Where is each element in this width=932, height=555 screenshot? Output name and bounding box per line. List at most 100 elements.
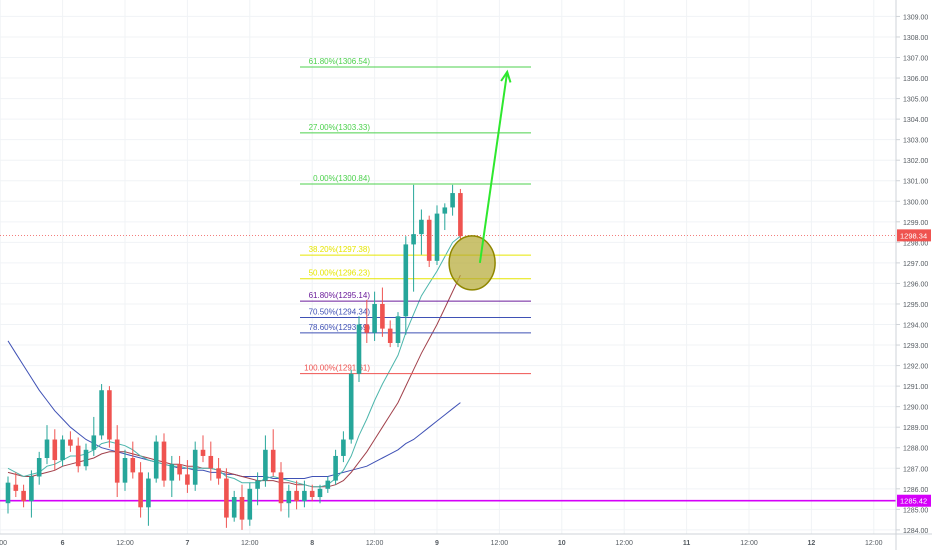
x-tick-label: 12:00 <box>865 540 883 547</box>
candle-body <box>356 324 362 374</box>
candle-body <box>317 488 323 498</box>
y-tick-label: 1303.00 <box>903 138 928 145</box>
y-tick-label: 1292.00 <box>903 364 928 371</box>
candle-body <box>185 474 190 485</box>
candle-body <box>138 472 143 508</box>
x-tick-label: 8 <box>310 540 314 547</box>
candle-body <box>231 497 237 518</box>
candle-body <box>255 480 260 489</box>
candle-body <box>99 390 104 436</box>
x-tick-label: 6 <box>61 540 65 547</box>
candle-body <box>458 193 463 237</box>
x-tick-label: 5:00 <box>0 540 7 547</box>
candle-body <box>208 455 214 469</box>
x-tick-label: 12:00 <box>615 540 633 547</box>
candle-body <box>302 490 307 502</box>
candle-body <box>44 439 50 459</box>
candle-body <box>348 373 354 440</box>
y-tick-label: 1298.00 <box>903 240 928 247</box>
y-tick-label: 1300.00 <box>903 199 928 206</box>
candle-body <box>107 390 112 440</box>
support-price-tag: 1285.42 <box>900 497 927 506</box>
x-tick-label: 9 <box>435 540 439 547</box>
candle-body <box>263 449 268 481</box>
candles <box>5 184 463 530</box>
candle-body <box>68 439 73 446</box>
candle-body <box>341 439 346 456</box>
y-tick-label: 1302.00 <box>903 158 928 165</box>
candle-body <box>83 449 89 467</box>
candle-body <box>153 441 159 479</box>
candle-body <box>239 497 245 520</box>
candle-body <box>364 324 370 333</box>
y-tick-label: 1304.00 <box>903 117 928 124</box>
y-tick-label: 1289.00 <box>903 425 928 432</box>
candle-body <box>60 439 65 461</box>
y-tick-label: 1297.00 <box>903 261 928 268</box>
y-tick-label: 1294.00 <box>903 323 928 330</box>
candle-body <box>395 316 401 343</box>
candle-body <box>29 476 34 502</box>
x-tick-label: 7 <box>185 540 189 547</box>
y-tick-label: 1284.00 <box>903 528 928 535</box>
candle-body <box>146 478 151 508</box>
candle-body <box>434 213 440 261</box>
y-tick-label: 1309.00 <box>903 14 928 21</box>
candle-body <box>177 464 182 475</box>
current-price-tag-bg <box>897 229 931 242</box>
candle-body <box>247 488 253 520</box>
ma-fast-line <box>7 235 461 488</box>
y-tick-label: 1288.00 <box>903 446 928 453</box>
candle-body <box>411 234 416 245</box>
candle-body <box>75 445 81 467</box>
horizontal-levels: 61.80%(1306.54) 27.00%(1303.33) 0.00%(1300… <box>0 57 896 502</box>
candle-body <box>270 449 276 473</box>
y-tick-label: 1293.00 <box>903 343 928 350</box>
fib-level-label: 61.80%(1306.54) <box>309 57 371 66</box>
candle-body <box>325 480 331 489</box>
y-tick-label: 1306.00 <box>903 76 928 83</box>
support-price-tag-bg <box>897 494 931 507</box>
drawings <box>448 69 512 291</box>
y-tick-label: 1291.00 <box>903 384 928 391</box>
x-tick-label: 10 <box>558 540 566 547</box>
fib-level-label: 70.50%(1294.34) <box>309 308 371 317</box>
x-tick-label: 12:00 <box>740 540 758 547</box>
candle-body <box>442 207 448 214</box>
candle-body <box>309 490 315 498</box>
x-tick-label: 11 <box>683 540 691 547</box>
projection-arrow-head <box>500 69 512 83</box>
candle-body <box>372 303 377 333</box>
candle-body <box>286 490 292 504</box>
y-tick-label: 1301.00 <box>903 179 928 186</box>
y-tick-label: 1308.00 <box>903 35 928 42</box>
y-tick-label: 1285.00 <box>903 507 928 514</box>
fib-level-label: 27.00%(1303.33) <box>309 123 371 132</box>
candle-body <box>122 458 128 483</box>
fib-level-label: 50.00%(1296.23) <box>309 269 371 278</box>
y-tick-label: 1307.00 <box>903 56 928 63</box>
candle-body <box>216 468 221 479</box>
highlight-ellipse <box>448 235 496 291</box>
candle-body <box>200 449 206 456</box>
moving-averages <box>7 235 461 488</box>
fib-level-label: 61.80%(1295.14) <box>309 291 371 300</box>
candle-body <box>52 439 58 461</box>
y-tick-label: 1299.00 <box>903 220 928 227</box>
candle-body <box>426 219 432 261</box>
x-tick-label: 12 <box>808 540 816 547</box>
y-tick-label: 1287.00 <box>903 466 928 473</box>
y-tick-label: 1290.00 <box>903 405 928 412</box>
y-tick-label: 1305.00 <box>903 97 928 104</box>
candle-body <box>294 490 299 502</box>
candle-body <box>333 455 338 481</box>
fib-level-label: 100.00%(1291.61) <box>304 364 370 373</box>
candle-body <box>387 328 393 343</box>
current-price-tag: 1298.34 <box>900 231 927 240</box>
candle-body <box>450 193 455 208</box>
fib-level-label: 38.20%(1297.38) <box>309 245 371 254</box>
candle-body <box>380 303 385 329</box>
